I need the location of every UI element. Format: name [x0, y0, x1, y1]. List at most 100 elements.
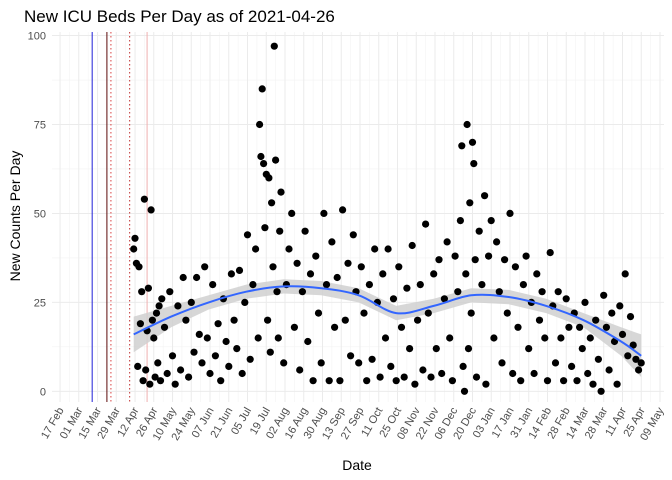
data-point [448, 377, 456, 385]
data-point [381, 334, 390, 342]
data-point [355, 359, 363, 367]
data-point [222, 337, 230, 346]
data-point [182, 316, 190, 324]
data-point [179, 273, 187, 282]
data-point [256, 120, 264, 129]
data-point [273, 288, 281, 296]
data-point [586, 334, 594, 342]
data-point [554, 288, 562, 296]
data-point [403, 284, 411, 292]
data-point [533, 270, 541, 278]
data-point [174, 302, 182, 310]
data-point [304, 337, 312, 346]
data-point [530, 369, 538, 378]
data-point [472, 373, 481, 381]
data-point [252, 245, 260, 253]
data-point [541, 334, 549, 342]
data-point [440, 295, 448, 303]
minor-grid [52, 32, 664, 402]
data-point [276, 227, 284, 235]
data-point [459, 362, 467, 370]
data-point [134, 362, 142, 370]
data-point [322, 281, 331, 289]
data-point [349, 231, 357, 239]
data-point [389, 295, 398, 303]
data-point [551, 359, 560, 367]
data-point [217, 377, 225, 385]
data-point [168, 352, 177, 360]
data-point [227, 270, 235, 278]
smooth-trend-line [133, 285, 642, 357]
data-point [214, 320, 222, 328]
data-point [467, 309, 475, 317]
data-point [493, 238, 501, 246]
data-point [309, 377, 317, 385]
data-point [621, 270, 629, 278]
data-point [314, 309, 323, 317]
data-point [511, 263, 519, 271]
data-point [201, 263, 209, 271]
y-axis-title: New Counts Per Day [7, 151, 23, 282]
data-point [290, 323, 298, 331]
data-point [209, 281, 217, 289]
data-point [414, 316, 422, 324]
data-point [443, 238, 451, 246]
data-point [594, 355, 603, 363]
major-grid [52, 32, 664, 402]
data-point [427, 373, 435, 381]
data-point [163, 369, 171, 378]
data-point [277, 188, 285, 196]
data-point [608, 309, 616, 317]
data-point [193, 273, 201, 282]
data-point [462, 270, 470, 278]
data-point [288, 209, 296, 217]
data-point [347, 352, 355, 360]
data-point [624, 352, 632, 360]
data-point [456, 217, 464, 225]
data-point [371, 245, 379, 253]
data-point [140, 195, 148, 203]
data-point [613, 380, 621, 388]
data-point [365, 281, 373, 289]
data-point [233, 345, 241, 353]
data-point [576, 323, 584, 331]
data-point [368, 355, 376, 363]
data-point [592, 316, 600, 324]
data-point [519, 281, 528, 289]
data-point [160, 323, 169, 331]
data-point [605, 366, 613, 374]
data-point [618, 330, 627, 338]
data-point [495, 288, 503, 296]
data-point [406, 345, 414, 353]
data-point [602, 323, 611, 331]
data-point [578, 345, 586, 353]
data-point [136, 320, 144, 328]
data-point [357, 263, 365, 271]
confidence-band [133, 279, 642, 378]
y-tick-label: 25 [34, 297, 46, 309]
data-point [185, 373, 193, 381]
data-point [246, 355, 254, 363]
data-point [171, 380, 179, 388]
confidence-band-area [133, 279, 642, 378]
y-tick-label: 50 [34, 208, 46, 220]
data-point [138, 288, 146, 296]
data-point [424, 309, 432, 317]
data-point [581, 298, 589, 306]
data-point [416, 281, 424, 289]
data-point [150, 334, 158, 342]
data-point [258, 85, 266, 93]
data-point [266, 348, 274, 356]
data-point [293, 259, 301, 267]
data-point [562, 295, 570, 303]
data-point [422, 220, 430, 228]
data-point [509, 369, 517, 378]
data-point [463, 120, 471, 129]
data-point [306, 270, 315, 278]
data-point [503, 309, 511, 317]
data-point [632, 355, 640, 363]
data-point [142, 366, 150, 374]
data-point [146, 380, 154, 388]
